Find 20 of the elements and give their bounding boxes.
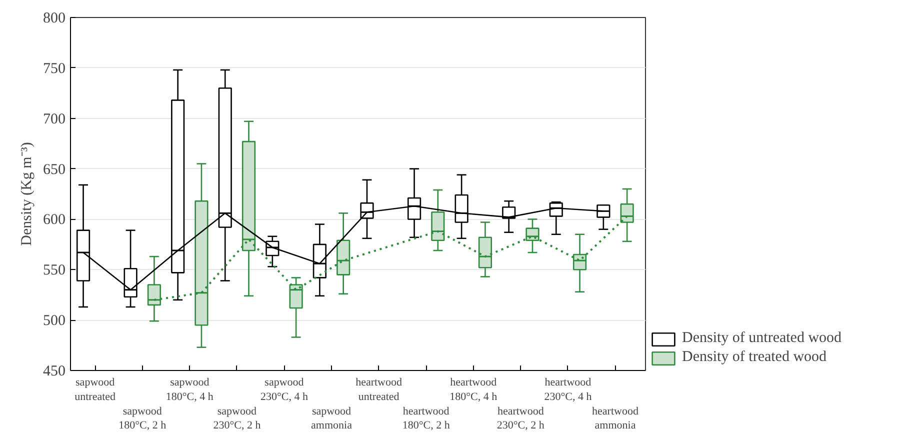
y-tick-label: 550	[43, 262, 66, 279]
y-tick-label: 800	[43, 10, 66, 26]
y-tick-label: 750	[43, 60, 66, 77]
y-tick-label: 700	[43, 111, 66, 128]
x-tick-label: sapwood 180°C, 4 h	[166, 376, 214, 403]
x-tick-label: sapwood 230°C, 2 h	[213, 405, 262, 432]
x-tick-label: sapwood 230°C, 4 h	[260, 376, 308, 403]
x-tick-label: sapwood 180°C, 2 h	[118, 405, 167, 432]
legend-label: Density of untreated wood	[682, 330, 842, 347]
legend-label: Density of treated wood	[682, 349, 827, 366]
y-tick-label: 650	[43, 162, 66, 178]
y-tick-label: 450	[43, 364, 66, 380]
x-tick-label: heartwood 180°C, 2 h	[402, 405, 450, 432]
x-tick-label: sapwood untreated	[74, 376, 116, 403]
x-tick-label: sapwood ammonia	[311, 405, 352, 432]
y-tick-label: 600	[43, 212, 66, 228]
x-tick-label: heartwood ammonia	[592, 405, 639, 432]
y-axis-title: Density (Kg m⁻³)	[19, 142, 35, 246]
x-tick-label: heartwood 230°C, 2 h	[496, 405, 545, 432]
y-tick-label: 500	[43, 313, 66, 330]
